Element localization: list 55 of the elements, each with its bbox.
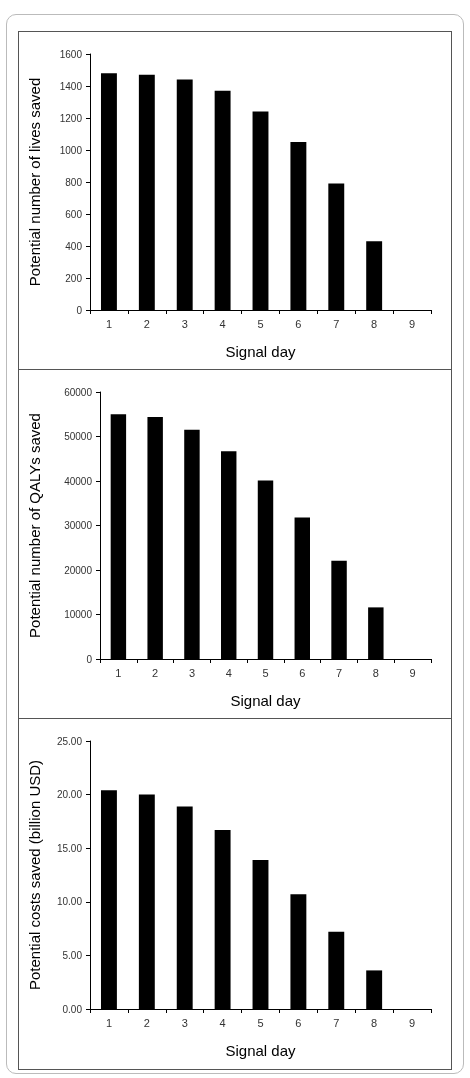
y-tick-label: 600 (65, 208, 83, 220)
y-tick-label: 800 (65, 176, 83, 188)
x-tick-label: 8 (371, 1016, 378, 1029)
x-tick-label: 6 (295, 1016, 302, 1029)
y-tick-label: 50000 (64, 431, 93, 442)
x-tick-label: 9 (408, 1016, 416, 1029)
y-tick-label: 40000 (64, 475, 93, 487)
x-axis-title: Signal day (225, 1042, 297, 1059)
x-tick-label: 4 (219, 317, 226, 330)
y-tick-label: 1400 (59, 80, 83, 92)
y-tick-label: 10.00 (56, 896, 83, 908)
y-axis-title: Potential number of lives saved (26, 77, 43, 287)
x-tick-label: 8 (372, 666, 379, 679)
y-tick-label: 15.00 (56, 842, 83, 854)
x-axis-title: Signal day (230, 692, 302, 709)
x-axis-title: Signal day (225, 343, 297, 360)
x-tick-label: 9 (409, 666, 416, 679)
y-tick-label: 200 (65, 272, 83, 284)
x-tick-label: 3 (188, 666, 196, 679)
x-tick-label: 1 (105, 1016, 113, 1029)
x-tick-label: 5 (257, 317, 264, 330)
x-tick-label: 2 (152, 666, 159, 679)
y-axis-title: Potential costs saved (billion USD) (26, 759, 43, 991)
x-tick-label: 7 (333, 317, 340, 330)
x-tick-label: 8 (371, 317, 378, 330)
y-tick-label: 60000 (64, 386, 93, 398)
x-tick-label: 9 (408, 317, 416, 330)
y-tick-label: 0 (76, 304, 83, 316)
y-tick-label: 30000 (64, 520, 93, 531)
y-tick-label: 0 (86, 653, 93, 665)
x-tick-label: 6 (295, 317, 302, 330)
y-tick-label: 1600 (59, 48, 83, 60)
x-tick-label: 3 (181, 1016, 188, 1029)
y-tick-label: 5.00 (62, 949, 83, 961)
y-tick-label: 25.00 (56, 735, 83, 747)
y-tick-label: 1000 (59, 144, 83, 156)
x-tick-label: 7 (335, 666, 343, 679)
x-tick-label: 2 (143, 317, 150, 330)
y-tick-label: 0.00 (62, 1003, 83, 1015)
x-tick-label: 3 (181, 317, 188, 330)
y-axis-title: Potential number of QALYs saved (26, 413, 43, 638)
x-tick-label: 7 (333, 1016, 340, 1029)
x-tick-label: 6 (299, 666, 306, 679)
y-tick-label: 1200 (59, 112, 83, 124)
x-tick-label: 1 (105, 317, 113, 330)
x-tick-label: 5 (257, 1016, 264, 1029)
y-tick-label: 400 (65, 240, 83, 252)
x-tick-label: 2 (143, 1016, 150, 1029)
x-tick-label: 4 (225, 666, 232, 679)
x-tick-label: 1 (115, 666, 122, 679)
x-tick-label: 5 (262, 666, 269, 679)
y-tick-label: 10000 (64, 609, 93, 620)
y-tick-label: 20000 (64, 564, 93, 576)
x-tick-label: 4 (219, 1016, 226, 1029)
y-tick-label: 20.00 (56, 789, 83, 801)
